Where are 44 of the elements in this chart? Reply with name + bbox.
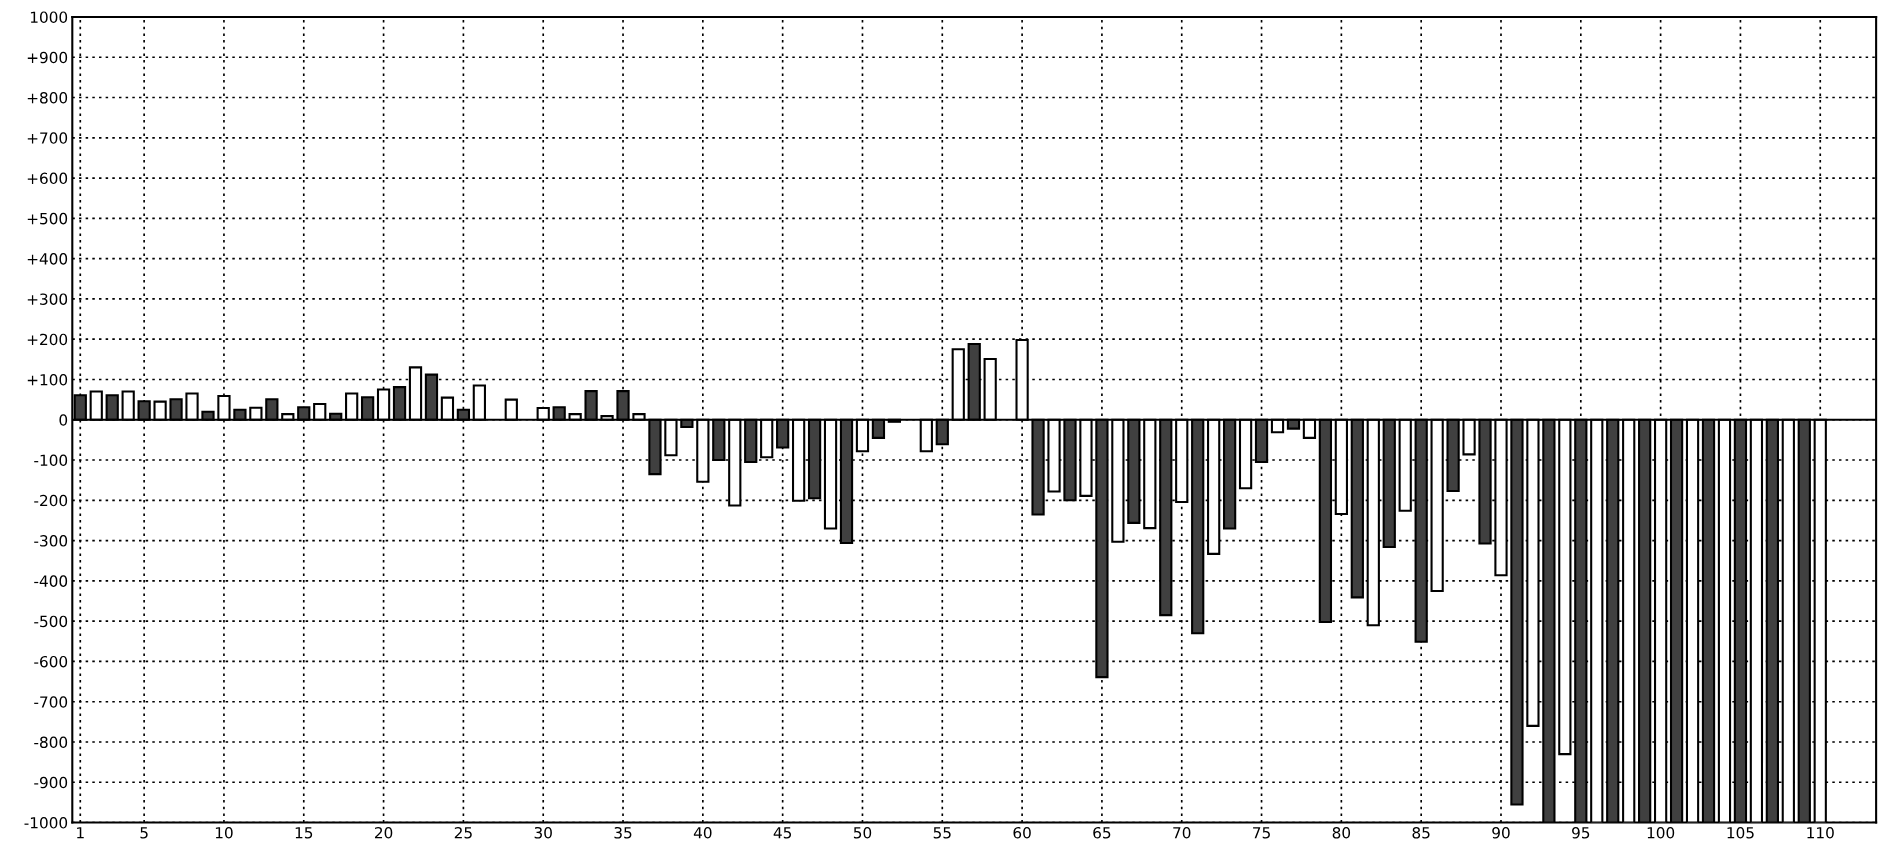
x-tick-label: 55 [933, 827, 951, 839]
x-tick-label: 1 [77, 827, 84, 839]
y-tick-label: +100 [27, 373, 68, 386]
y-tick-label: -400 [34, 575, 68, 587]
x-tick-label: 85 [1412, 827, 1430, 839]
x-tick-label: 70 [1173, 827, 1191, 839]
x-tick-label: 110 [1807, 827, 1834, 839]
x-tick-label: 80 [1332, 827, 1351, 839]
y-tick-label: +900 [27, 51, 68, 64]
x-tick-label: 100 [1647, 827, 1675, 839]
x-tick-label: 15 [295, 827, 313, 839]
x-tick-label: 90 [1492, 827, 1510, 839]
y-tick-label: -300 [34, 535, 68, 547]
x-tick-label: 25 [454, 827, 472, 839]
x-tick-label: 60 [1013, 827, 1031, 839]
y-tick-label: -200 [34, 494, 68, 507]
x-tick-label: 20 [374, 827, 393, 839]
x-tick-label: 5 [140, 827, 148, 839]
y-tick-label: 0 [59, 414, 68, 426]
x-tick-label: 50 [853, 827, 872, 839]
y-tick-label: +600 [27, 172, 68, 185]
y-tick-label: 1000 [30, 11, 68, 23]
y-tick-label: +800 [27, 91, 68, 104]
x-tick-label: 30 [534, 827, 552, 839]
y-tick-label: +700 [27, 132, 68, 144]
x-tick-label: 65 [1093, 827, 1111, 839]
y-tick-label: +200 [27, 333, 68, 346]
y-tick-label: -900 [34, 776, 68, 789]
x-tick-label: 105 [1727, 827, 1754, 839]
x-tick-label: 45 [773, 827, 792, 839]
y-tick-label: -600 [34, 655, 68, 668]
y-tick-label: -500 [34, 615, 68, 628]
x-tick-label: 75 [1253, 827, 1270, 839]
y-tick-label: +300 [27, 293, 68, 305]
y-tick-label: -800 [34, 736, 68, 749]
y-tick-label: -1000 [24, 817, 68, 829]
y-tick-label: +500 [27, 212, 68, 225]
y-tick-label: -100 [34, 454, 68, 467]
x-tick-label: 10 [215, 827, 233, 839]
x-tick-label: 95 [1572, 827, 1590, 839]
y-tick-label: -700 [34, 696, 68, 708]
x-tick-label: 35 [614, 827, 632, 839]
x-tick-label: 40 [693, 827, 712, 839]
y-tick-label: +400 [27, 253, 68, 265]
